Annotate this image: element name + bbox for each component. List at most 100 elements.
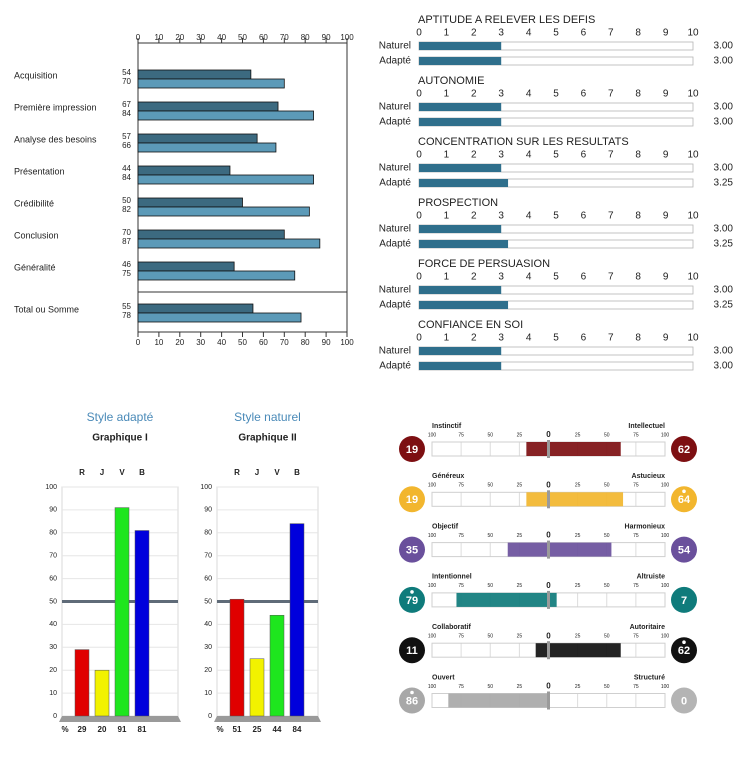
value-label: 84 <box>122 173 131 182</box>
category-label: Crédibilité <box>14 198 54 208</box>
left-score: 11 <box>406 645 418 657</box>
scale-tick-label: 50 <box>487 634 493 640</box>
base-platform <box>214 716 321 722</box>
scale-tick-label: 50 <box>604 684 610 690</box>
x-tick-label: 20 <box>175 338 184 347</box>
bar <box>419 347 502 355</box>
left-pole-label: Ouvert <box>432 674 455 681</box>
panel-title: APTITUDE A RELEVER LES DEFIS <box>418 14 595 26</box>
y-tick-label: 80 <box>204 530 212 537</box>
value-label: 55 <box>122 302 131 311</box>
x-tick-label: 6 <box>581 211 587 222</box>
right-pole-label: Structuré <box>634 674 665 681</box>
category-label: Acquisition <box>14 70 58 80</box>
left-score: 19 <box>406 444 418 456</box>
x-tick-label: 40 <box>217 338 226 347</box>
x-tick-label: 2 <box>471 211 477 222</box>
range-bar <box>448 693 549 708</box>
x-tick-label: 2 <box>471 89 477 100</box>
left-pole-label: Collaboratif <box>432 624 472 631</box>
value-label: 84 <box>293 725 302 734</box>
bar <box>137 238 321 249</box>
x-tick-label: 3 <box>498 333 504 344</box>
scale-tick-label: 25 <box>517 483 523 489</box>
x-tick-label: 60 <box>259 338 268 347</box>
y-tick-label: 10 <box>49 690 57 697</box>
left-score: 19 <box>406 494 418 506</box>
scale-tick-label: 100 <box>428 533 437 539</box>
x-tick-label: 2 <box>471 150 477 161</box>
value-label: 3.25 <box>714 178 734 189</box>
x-tick-label: 8 <box>635 150 641 161</box>
row-label: Adapté <box>379 361 411 372</box>
left-score-badge <box>399 687 425 714</box>
y-tick-label: 20 <box>49 667 57 674</box>
row-label: Naturel <box>379 346 411 357</box>
right-score-badge <box>671 637 697 664</box>
x-tick-label: 1 <box>444 211 450 222</box>
x-tick-label: 5 <box>553 150 559 161</box>
bar <box>419 42 502 50</box>
x-tick-label: 7 <box>608 211 614 222</box>
bar <box>269 614 285 717</box>
x-tick-label: 100 <box>340 338 354 347</box>
x-tick-label: 1 <box>444 150 450 161</box>
value-label: 51 <box>233 725 242 734</box>
range-bar <box>507 542 612 557</box>
value-label: 84 <box>122 109 131 118</box>
left-pole-label: Objectif <box>432 523 459 530</box>
x-tick-label: 8 <box>635 333 641 344</box>
panel-title: CONCENTRATION SUR LES RESULTATS <box>418 136 629 148</box>
x-tick-label: 10 <box>687 150 699 161</box>
scale-tick-label: 25 <box>575 634 581 640</box>
right-pole-label: Astucieux <box>632 473 666 480</box>
bar <box>419 301 509 309</box>
scale-tick-label: 50 <box>487 583 493 589</box>
right-score-badge <box>671 687 697 714</box>
x-tick-label: 0 <box>416 333 422 344</box>
x-tick-label: 8 <box>635 272 641 283</box>
value-label: 3.00 <box>714 102 734 113</box>
x-tick-label: 10 <box>154 338 163 347</box>
scale-tick-label: 50 <box>487 432 493 438</box>
row-label: Adapté <box>379 56 411 67</box>
value-label: 78 <box>122 311 131 320</box>
x-category-label: R <box>234 468 240 477</box>
x-tick-label: 3 <box>498 211 504 222</box>
x-tick-label: 10 <box>154 33 163 42</box>
x-tick-label: 1 <box>444 272 450 283</box>
x-tick-label: 4 <box>526 272 532 283</box>
chart-subtitle: Graphique II <box>238 433 297 444</box>
scale-tick-label: 25 <box>517 634 523 640</box>
scale-tick-label: 25 <box>517 533 523 539</box>
row-label: Adapté <box>379 178 411 189</box>
bar <box>419 179 509 187</box>
x-tick-label: 4 <box>526 333 532 344</box>
scale-tick-label: 0 <box>546 581 551 590</box>
left-score-badge <box>399 586 425 613</box>
scale-tick-label: 50 <box>487 483 493 489</box>
bar <box>114 507 130 717</box>
x-category-label: B <box>139 468 145 477</box>
right-score: 0 <box>681 695 687 707</box>
value-label: 3.00 <box>714 224 734 235</box>
bar <box>137 303 254 314</box>
y-tick-label: 60 <box>49 575 57 582</box>
x-category-label: B <box>294 468 300 477</box>
scale-tick-label: 0 <box>546 480 551 489</box>
value-label: 44 <box>122 164 131 173</box>
x-category-label: R <box>79 468 85 477</box>
value-label: 25 <box>253 725 262 734</box>
bar <box>137 261 235 272</box>
x-tick-label: 80 <box>301 33 310 42</box>
panel-title: PROSPECTION <box>418 197 498 209</box>
x-tick-label: 7 <box>608 333 614 344</box>
bar <box>419 57 502 65</box>
value-label: 3.00 <box>714 361 734 372</box>
chart-subtitle: Graphique I <box>92 433 148 444</box>
bar <box>137 142 277 153</box>
value-label: 3.00 <box>714 56 734 67</box>
x-tick-label: 1 <box>444 333 450 344</box>
scale-tick-label: 25 <box>575 432 581 438</box>
badge-dot <box>682 640 686 644</box>
